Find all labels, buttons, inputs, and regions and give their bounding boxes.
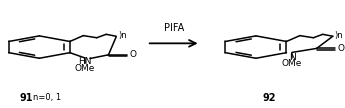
Text: OMe: OMe [75,64,95,73]
Text: n=0, 1: n=0, 1 [32,93,61,102]
Text: HN: HN [78,57,92,66]
Text: O: O [337,44,345,53]
Text: OMe: OMe [282,59,302,68]
Text: 91: 91 [19,93,33,103]
Text: PIFA: PIFA [164,23,184,33]
Text: 92: 92 [263,93,276,103]
Text: )n: )n [118,31,127,40]
Text: )n: )n [335,31,343,40]
Text: O: O [129,50,136,59]
Text: N: N [289,53,296,62]
